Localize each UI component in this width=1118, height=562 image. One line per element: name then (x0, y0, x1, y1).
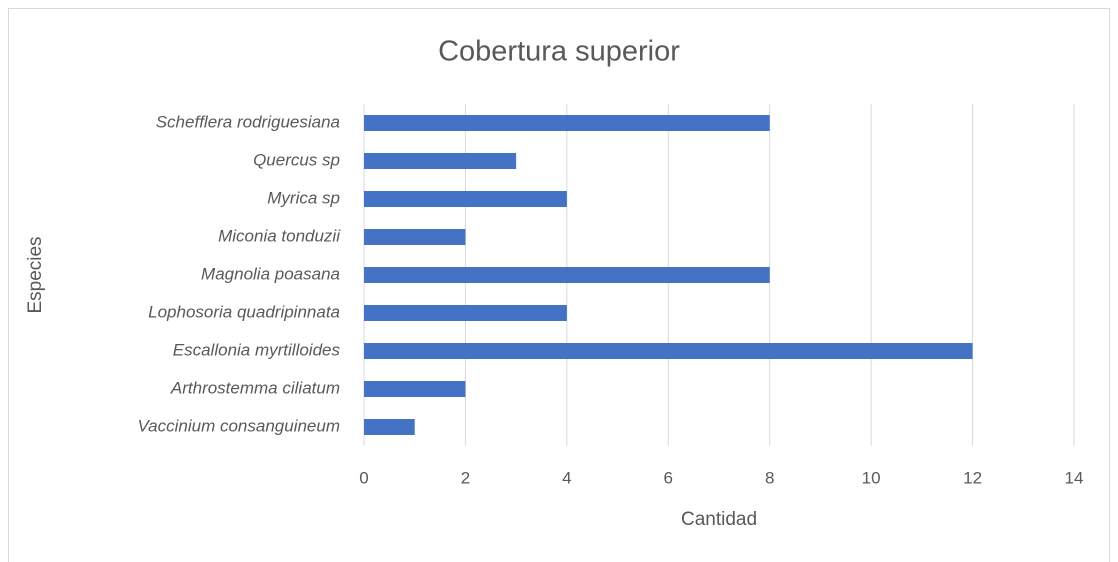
x-tick-label: 10 (862, 468, 881, 487)
x-axis-title: Cantidad (681, 509, 757, 530)
y-tick-label: Escallonia myrtilloides (173, 340, 341, 359)
bar (364, 343, 973, 359)
bar (364, 381, 466, 397)
chart-title: Cobertura superior (438, 36, 680, 68)
bar (364, 153, 517, 169)
x-tick-label: 4 (562, 468, 571, 487)
bar (364, 115, 770, 131)
y-axis-title: Especies (25, 236, 46, 313)
bar (364, 267, 770, 283)
y-tick-label: Miconia tonduzii (218, 226, 341, 245)
y-tick-label: Quercus sp (253, 150, 340, 169)
x-tick-label: 2 (461, 468, 470, 487)
bar (364, 191, 567, 207)
x-tick-label: 0 (359, 468, 368, 487)
y-tick-label: Schefflera rodriguesiana (156, 112, 340, 131)
y-tick-label: Arthrostemma ciliatum (170, 378, 340, 397)
bar (364, 305, 567, 321)
x-tick-label: 8 (765, 468, 774, 487)
y-tick-label: Lophosoria quadripinnata (148, 302, 340, 321)
y-tick-label: Myrica sp (267, 188, 340, 207)
x-tick-label: 12 (963, 468, 982, 487)
chart-border (8, 8, 1110, 562)
y-tick-label: Vaccinium consanguineum (137, 416, 340, 435)
bar (364, 419, 415, 435)
x-tick-label: 14 (1065, 468, 1084, 487)
bar (364, 229, 466, 245)
x-tick-label: 6 (664, 468, 673, 487)
y-tick-label: Magnolia poasana (201, 264, 340, 283)
